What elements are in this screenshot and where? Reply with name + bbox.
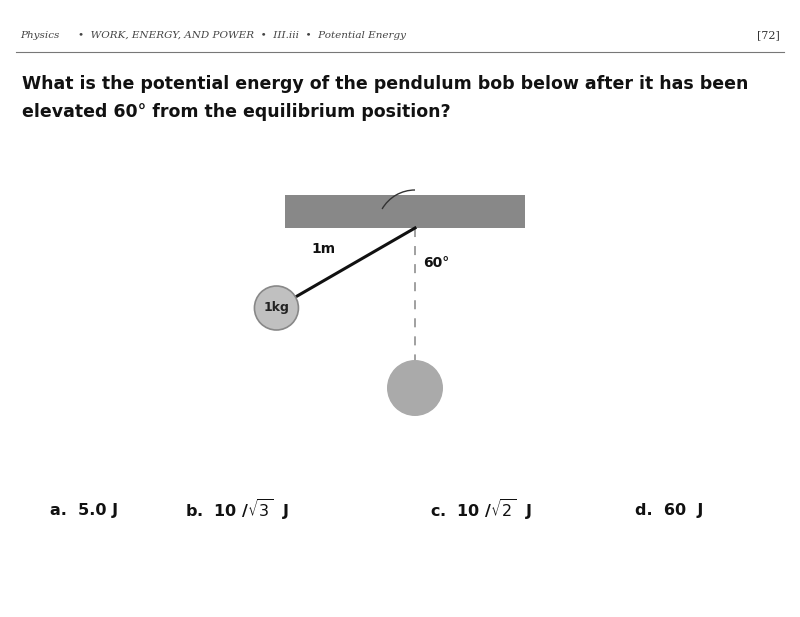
Text: What is the potential energy of the pendulum bob below after it has been: What is the potential energy of the pend… [22, 75, 748, 93]
Text: [72]: [72] [757, 30, 780, 40]
Text: b.  10 /$\sqrt{3}$  J: b. 10 /$\sqrt{3}$ J [185, 497, 289, 523]
Text: 60°: 60° [423, 256, 450, 270]
Text: elevated 60° from the equilibrium position?: elevated 60° from the equilibrium positi… [22, 103, 450, 121]
Text: a.  5.0 J: a. 5.0 J [50, 502, 118, 518]
Bar [285, 195, 525, 228]
Text: Physics: Physics [20, 31, 59, 40]
Circle shape [254, 286, 298, 330]
Text: d.  60  J: d. 60 J [635, 502, 703, 518]
Text: c.  10 /$\sqrt{2}$  J: c. 10 /$\sqrt{2}$ J [430, 497, 532, 523]
Text: 1kg: 1kg [263, 302, 290, 315]
Text: 1m: 1m [311, 242, 336, 256]
Text: •  WORK, ENERGY, AND POWER  •  III.iii  •  Potential Energy: • WORK, ENERGY, AND POWER • III.iii • Po… [78, 31, 406, 40]
Circle shape [387, 360, 443, 416]
